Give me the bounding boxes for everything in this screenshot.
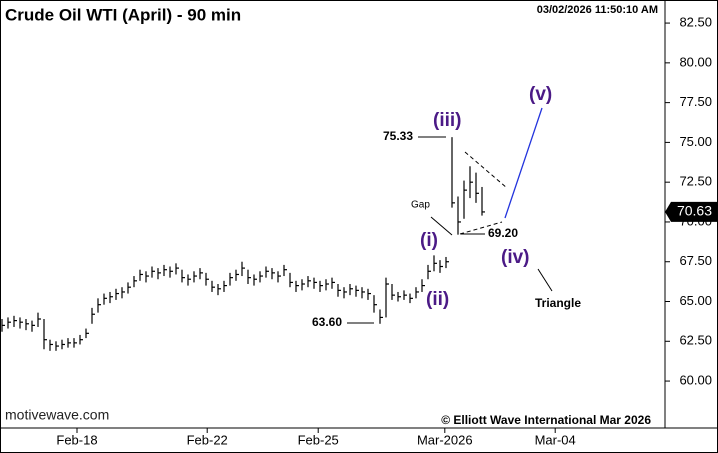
watermark: motivewave.com <box>5 407 109 423</box>
last-price: 70.63 <box>677 203 712 219</box>
y-tick-label: 82.50 <box>679 15 712 30</box>
gap-label: Gap <box>411 200 430 211</box>
y-tick-label: 67.50 <box>679 253 712 268</box>
y-tick-label: 62.50 <box>679 333 712 348</box>
chart-title: Crude Oil WTI (April) - 90 min <box>5 5 241 24</box>
wave-v-line <box>504 107 543 219</box>
price-note: 63.60 <box>312 315 342 329</box>
copyright: © Elliott Wave International Mar 2026 <box>441 413 651 427</box>
x-tick-label: Feb-25 <box>298 432 339 447</box>
x-tick-label: Feb-18 <box>56 432 97 447</box>
wave-label: (iii) <box>433 110 462 131</box>
wave-label: (iv) <box>501 247 530 268</box>
y-tick-label: 80.00 <box>679 54 712 69</box>
gap-pointer <box>430 216 453 236</box>
triangle-pointer <box>537 268 553 292</box>
x-tick-label: Feb-22 <box>187 432 228 447</box>
x-tick-label: Mar-2026 <box>417 432 473 447</box>
timestamp: 03/02/2026 11:50:10 AM <box>537 4 658 16</box>
triangle-lower <box>459 221 503 235</box>
x-tick-label: Mar-04 <box>535 432 576 447</box>
wave-label: (v) <box>529 84 552 105</box>
y-tick-label: 60.00 <box>679 373 712 388</box>
y-tick-label: 75.00 <box>679 134 712 149</box>
y-tick-label: 72.50 <box>679 174 712 189</box>
wave-label: (i) <box>420 230 438 251</box>
y-tick-label: 77.50 <box>679 94 712 109</box>
wave-label: (ii) <box>426 289 449 310</box>
last-price-box <box>665 201 717 222</box>
triangle-upper <box>464 151 508 189</box>
price-note: 69.20 <box>488 226 518 240</box>
price-note: 75.33 <box>383 129 413 143</box>
y-tick-label: 65.00 <box>679 293 712 308</box>
triangle-label: Triangle <box>535 296 581 310</box>
